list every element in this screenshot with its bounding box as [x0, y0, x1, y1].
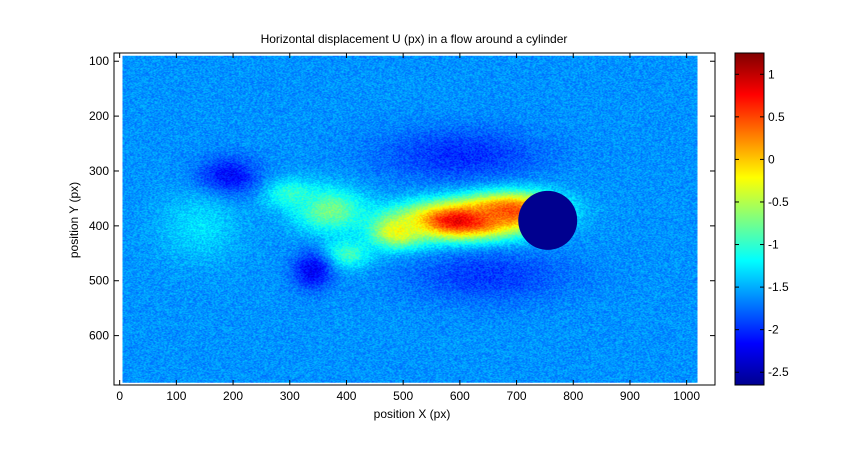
chart-title: Horizontal displacement U (px) in a flow… — [261, 32, 568, 46]
colorbar-tick-label: -0.5 — [768, 195, 789, 209]
y-axis-label: position Y (px) — [67, 182, 81, 258]
x-tick-label: 0 — [116, 389, 123, 403]
y-tick-label: 200 — [89, 109, 109, 123]
y-tick-label: 300 — [89, 164, 109, 178]
x-tick-label: 400 — [336, 389, 356, 403]
x-tick-label: 900 — [620, 389, 640, 403]
y-axis-ticks: 100 200 300 400 500 600 — [89, 54, 715, 343]
cylinder-disc — [518, 190, 578, 250]
colorbar-ticks: 1 0.5 0 -0.5 -1 -1.5 -2 -2.5 — [735, 67, 789, 379]
plot-area: 0 100 200 300 400 500 600 700 800 900 1000 100 200 3… — [89, 52, 716, 403]
colorbar-tick-label: -1.5 — [768, 280, 789, 294]
x-tick-label: 800 — [563, 389, 583, 403]
colorbar-tick-label: -1 — [768, 238, 779, 252]
x-axis-label: position X (px) — [374, 407, 451, 421]
colorbar-frame — [734, 52, 765, 386]
x-tick-label: 500 — [393, 389, 413, 403]
x-axis-ticks: 0 100 200 300 400 500 600 700 800 900 1000 — [116, 53, 700, 403]
y-tick-label: 500 — [89, 274, 109, 288]
y-tick-label: 100 — [89, 54, 109, 68]
x-tick-label: 600 — [450, 389, 470, 403]
x-tick-label: 100 — [166, 389, 186, 403]
colorbar-tick-label: 0 — [768, 152, 775, 166]
y-tick-label: 400 — [89, 219, 109, 233]
colorbar-tick-label: 0.5 — [768, 110, 785, 124]
heatmap-image — [122, 55, 698, 383]
colorbar: 1 0.5 0 -0.5 -1 -1.5 -2 -2.5 — [734, 52, 789, 386]
x-tick-label: 200 — [223, 389, 243, 403]
plot-frame — [113, 52, 716, 386]
colorbar-tick-label: 1 — [768, 67, 775, 81]
x-tick-label: 1000 — [673, 389, 700, 403]
x-tick-label: 300 — [280, 389, 300, 403]
x-tick-label: 700 — [507, 389, 527, 403]
colorbar-tick-label: -2.5 — [768, 365, 789, 379]
colorbar-gradient — [735, 53, 764, 385]
y-tick-label: 600 — [89, 329, 109, 343]
colorbar-tick-label: -2 — [768, 323, 779, 337]
